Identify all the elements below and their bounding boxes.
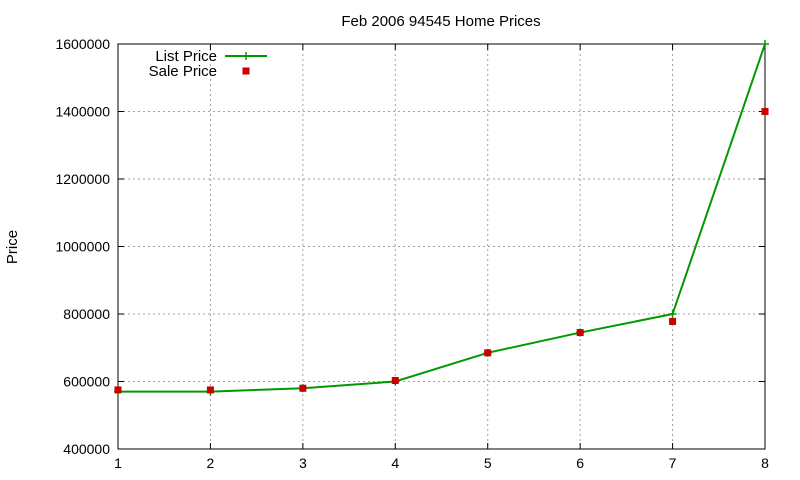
x-tick-label: 7 (669, 455, 677, 471)
x-tick-label: 4 (391, 455, 399, 471)
list-price-line (118, 43, 766, 393)
sale-price-point (576, 329, 584, 337)
y-tick-label: 400000 (63, 441, 110, 457)
y-axis-label: Price (4, 230, 21, 264)
sale-price-point (761, 108, 769, 115)
x-tick-label: 5 (484, 455, 492, 471)
legend-marker-sale-price (242, 67, 250, 75)
legend: List Price Sale Price (149, 48, 267, 80)
x-tick-label: 3 (299, 455, 307, 471)
list-price-point (668, 310, 677, 318)
series-layer (114, 40, 769, 396)
y-tick-label: 1200000 (55, 171, 110, 187)
sale-price-point (114, 386, 122, 394)
sale-price-point (484, 349, 492, 357)
x-tick-label: 2 (207, 455, 215, 471)
sale-price-point (206, 386, 214, 394)
y-tick-label: 1600000 (55, 36, 110, 52)
chart-title: Feb 2006 94545 Home Prices (341, 13, 540, 30)
list-price-point (761, 40, 769, 48)
x-tick-label: 6 (576, 455, 584, 471)
y-tick-label: 1000000 (55, 239, 110, 255)
sale-price-point (669, 317, 677, 325)
y-tick-label: 600000 (63, 374, 110, 390)
y-tick-label: 800000 (63, 306, 110, 322)
x-tick-label: 1 (114, 455, 122, 471)
legend-label-list-price: List Price (155, 48, 217, 65)
sale-price-point (391, 376, 399, 384)
sale-price-point (299, 384, 307, 392)
grid-lines (118, 44, 765, 449)
axis-ticks: 1 2 3 4 5 6 7 8 400000 600000 800000 1000000 1200000… (55, 36, 769, 471)
legend-label-sale-price: Sale Price (149, 63, 217, 80)
plot-frame (117, 43, 766, 450)
x-tick-label: 8 (761, 455, 769, 471)
legend-marker-list-price (242, 52, 250, 60)
y-tick-label: 1400000 (55, 104, 110, 120)
